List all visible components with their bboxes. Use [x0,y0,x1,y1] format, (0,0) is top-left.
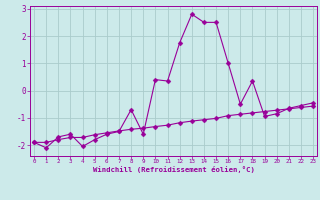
X-axis label: Windchill (Refroidissement éolien,°C): Windchill (Refroidissement éolien,°C) [93,166,254,173]
